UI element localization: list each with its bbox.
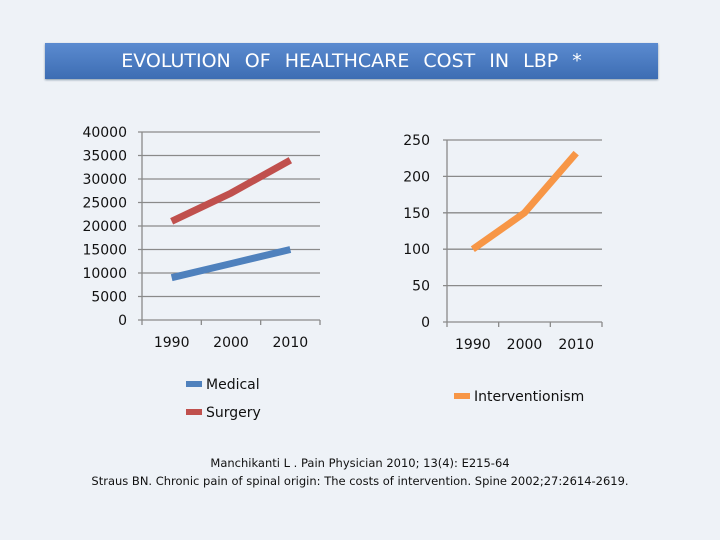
x-tick-label: 2000 (213, 335, 249, 351)
x-tick-label: 2010 (273, 335, 309, 351)
legend-swatch (454, 393, 470, 399)
y-tick-label: 25000 (82, 196, 127, 212)
reference-1: Manchikanti L . Pain Physician 2010; 13(… (210, 456, 510, 470)
y-tick-label: 5000 (91, 290, 127, 306)
y-tick-label: 10000 (82, 266, 127, 282)
legend-label: Surgery (206, 405, 261, 421)
y-tick-label: 35000 (82, 149, 127, 165)
x-tick-label: 2000 (507, 337, 543, 353)
y-tick-label: 0 (421, 315, 430, 331)
x-tick-label: 2010 (558, 337, 594, 353)
reference-2: Straus BN. Chronic pain of spinal origin… (91, 474, 629, 488)
y-tick-label: 30000 (82, 172, 127, 188)
series-line-surgery (170, 157, 293, 225)
x-tick-label: 1990 (455, 337, 491, 353)
y-tick-label: 0 (118, 313, 127, 329)
y-tick-label: 50 (412, 279, 430, 295)
y-tick-label: 40000 (82, 125, 127, 141)
legend-swatch (186, 381, 202, 387)
series-line-interventionism (470, 150, 579, 253)
legend-label: Medical (206, 377, 260, 393)
y-tick-label: 250 (403, 133, 430, 149)
y-tick-label: 200 (403, 169, 430, 185)
x-tick-label: 1990 (154, 335, 190, 351)
legend-label: Interventionism (474, 389, 584, 405)
legend-swatch (186, 409, 202, 415)
y-tick-label: 150 (403, 206, 430, 222)
y-tick-label: 100 (403, 242, 430, 258)
series-line-medical (170, 246, 292, 282)
y-tick-label: 15000 (82, 243, 127, 259)
slide-title: EVOLUTION OF HEALTHCARE COST IN LBP * (45, 43, 658, 79)
y-tick-label: 20000 (82, 219, 127, 235)
